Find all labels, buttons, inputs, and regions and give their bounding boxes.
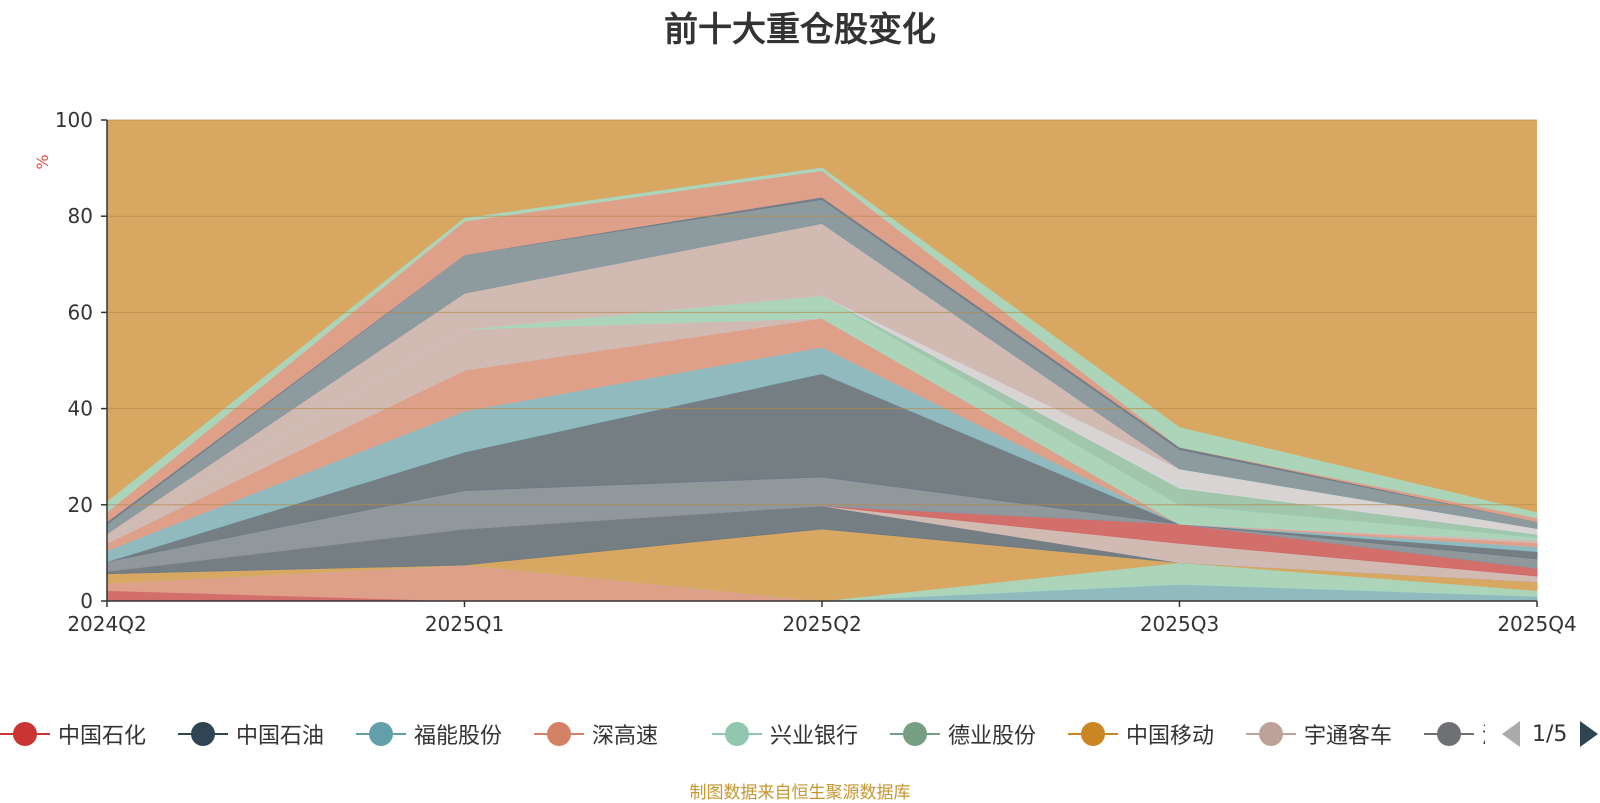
legend-item[interactable]: 福能股份 (356, 716, 502, 752)
x-tick-label: 2025Q4 (1497, 612, 1576, 636)
legend-item[interactable]: 中国移动 (1068, 716, 1214, 752)
legend-next-page-button[interactable] (1578, 716, 1600, 752)
y-axis-label: % (33, 154, 52, 169)
legend-prev-page-button[interactable] (1500, 716, 1524, 752)
legend-item[interactable]: 中国石化 (0, 716, 146, 752)
y-tick-label: 40 (68, 397, 93, 421)
legend-marker-icon (890, 719, 940, 749)
legend-item[interactable]: 兴业银行 (712, 716, 858, 752)
chart-title: 前十大重仓股变化 (664, 10, 936, 50)
legend-marker-icon (1068, 719, 1118, 749)
legend-label: 宇通客车 (1304, 724, 1393, 749)
x-tick-label: 2025Q2 (782, 612, 861, 636)
x-tick-label: 2025Q3 (1140, 612, 1219, 636)
y-tick-label: 0 (80, 589, 93, 613)
legend-marker-icon (178, 719, 228, 749)
x-tick-label: 2025Q1 (425, 612, 504, 636)
legend-label: 福能股份 (414, 724, 503, 749)
y-tick-label: 60 (68, 300, 93, 324)
legend-item[interactable]: 深高速 (534, 716, 658, 752)
legend-item[interactable]: 中国石油 (178, 716, 324, 752)
x-tick-label: 2024Q2 (67, 612, 146, 636)
y-tick-label: 100 (55, 108, 93, 132)
legend-marker-icon (1246, 719, 1296, 749)
chevron-left-icon (1502, 721, 1520, 747)
legend: 中国石化 中国石油 福能股份 深高速 兴业银行 德业股份 中国移动 宇通客车 润本股份 (0, 716, 1485, 752)
y-tick-label: 80 (68, 204, 93, 228)
legend-item[interactable]: 宇通客车 (1246, 716, 1392, 752)
legend-label: 中国移动 (1126, 724, 1215, 749)
legend-marker-icon (0, 719, 50, 749)
legend-label: 深高速 (592, 724, 659, 749)
y-tick-label: 20 (68, 493, 93, 517)
footer-source-note: 制图数据来自恒生聚源数据库 (689, 783, 911, 803)
legend-marker-icon (534, 719, 584, 749)
legend-item[interactable]: 润本股份 (1424, 716, 1485, 752)
legend-label: 兴业银行 (770, 724, 859, 749)
area-series-20 (106, 167, 1538, 519)
legend-label: 德业股份 (948, 724, 1037, 749)
legend-label: 中国石化 (58, 724, 147, 749)
legend-marker-icon (712, 719, 762, 749)
legend-page-indicator: 1/5 (1532, 721, 1568, 747)
chevron-right-icon (1580, 721, 1598, 747)
legend-marker-icon (356, 719, 406, 749)
legend-label: 润本股份 (1482, 718, 1485, 750)
legend-label: 中国石油 (236, 724, 325, 749)
legend-item[interactable]: 德业股份 (890, 716, 1036, 752)
legend-marker-icon (1424, 719, 1474, 749)
